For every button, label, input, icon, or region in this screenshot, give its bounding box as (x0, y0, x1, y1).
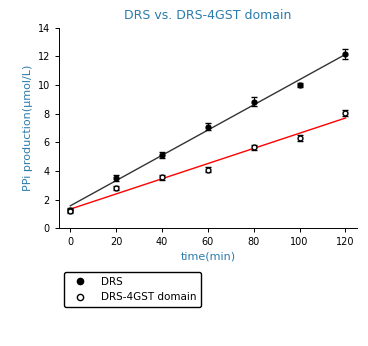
Legend: DRS, DRS-4GST domain: DRS, DRS-4GST domain (64, 272, 201, 308)
Y-axis label: PPi production(μmol/L): PPi production(μmol/L) (23, 65, 33, 191)
X-axis label: time(min): time(min) (180, 252, 236, 262)
Title: DRS vs. DRS-4GST domain: DRS vs. DRS-4GST domain (124, 9, 291, 22)
